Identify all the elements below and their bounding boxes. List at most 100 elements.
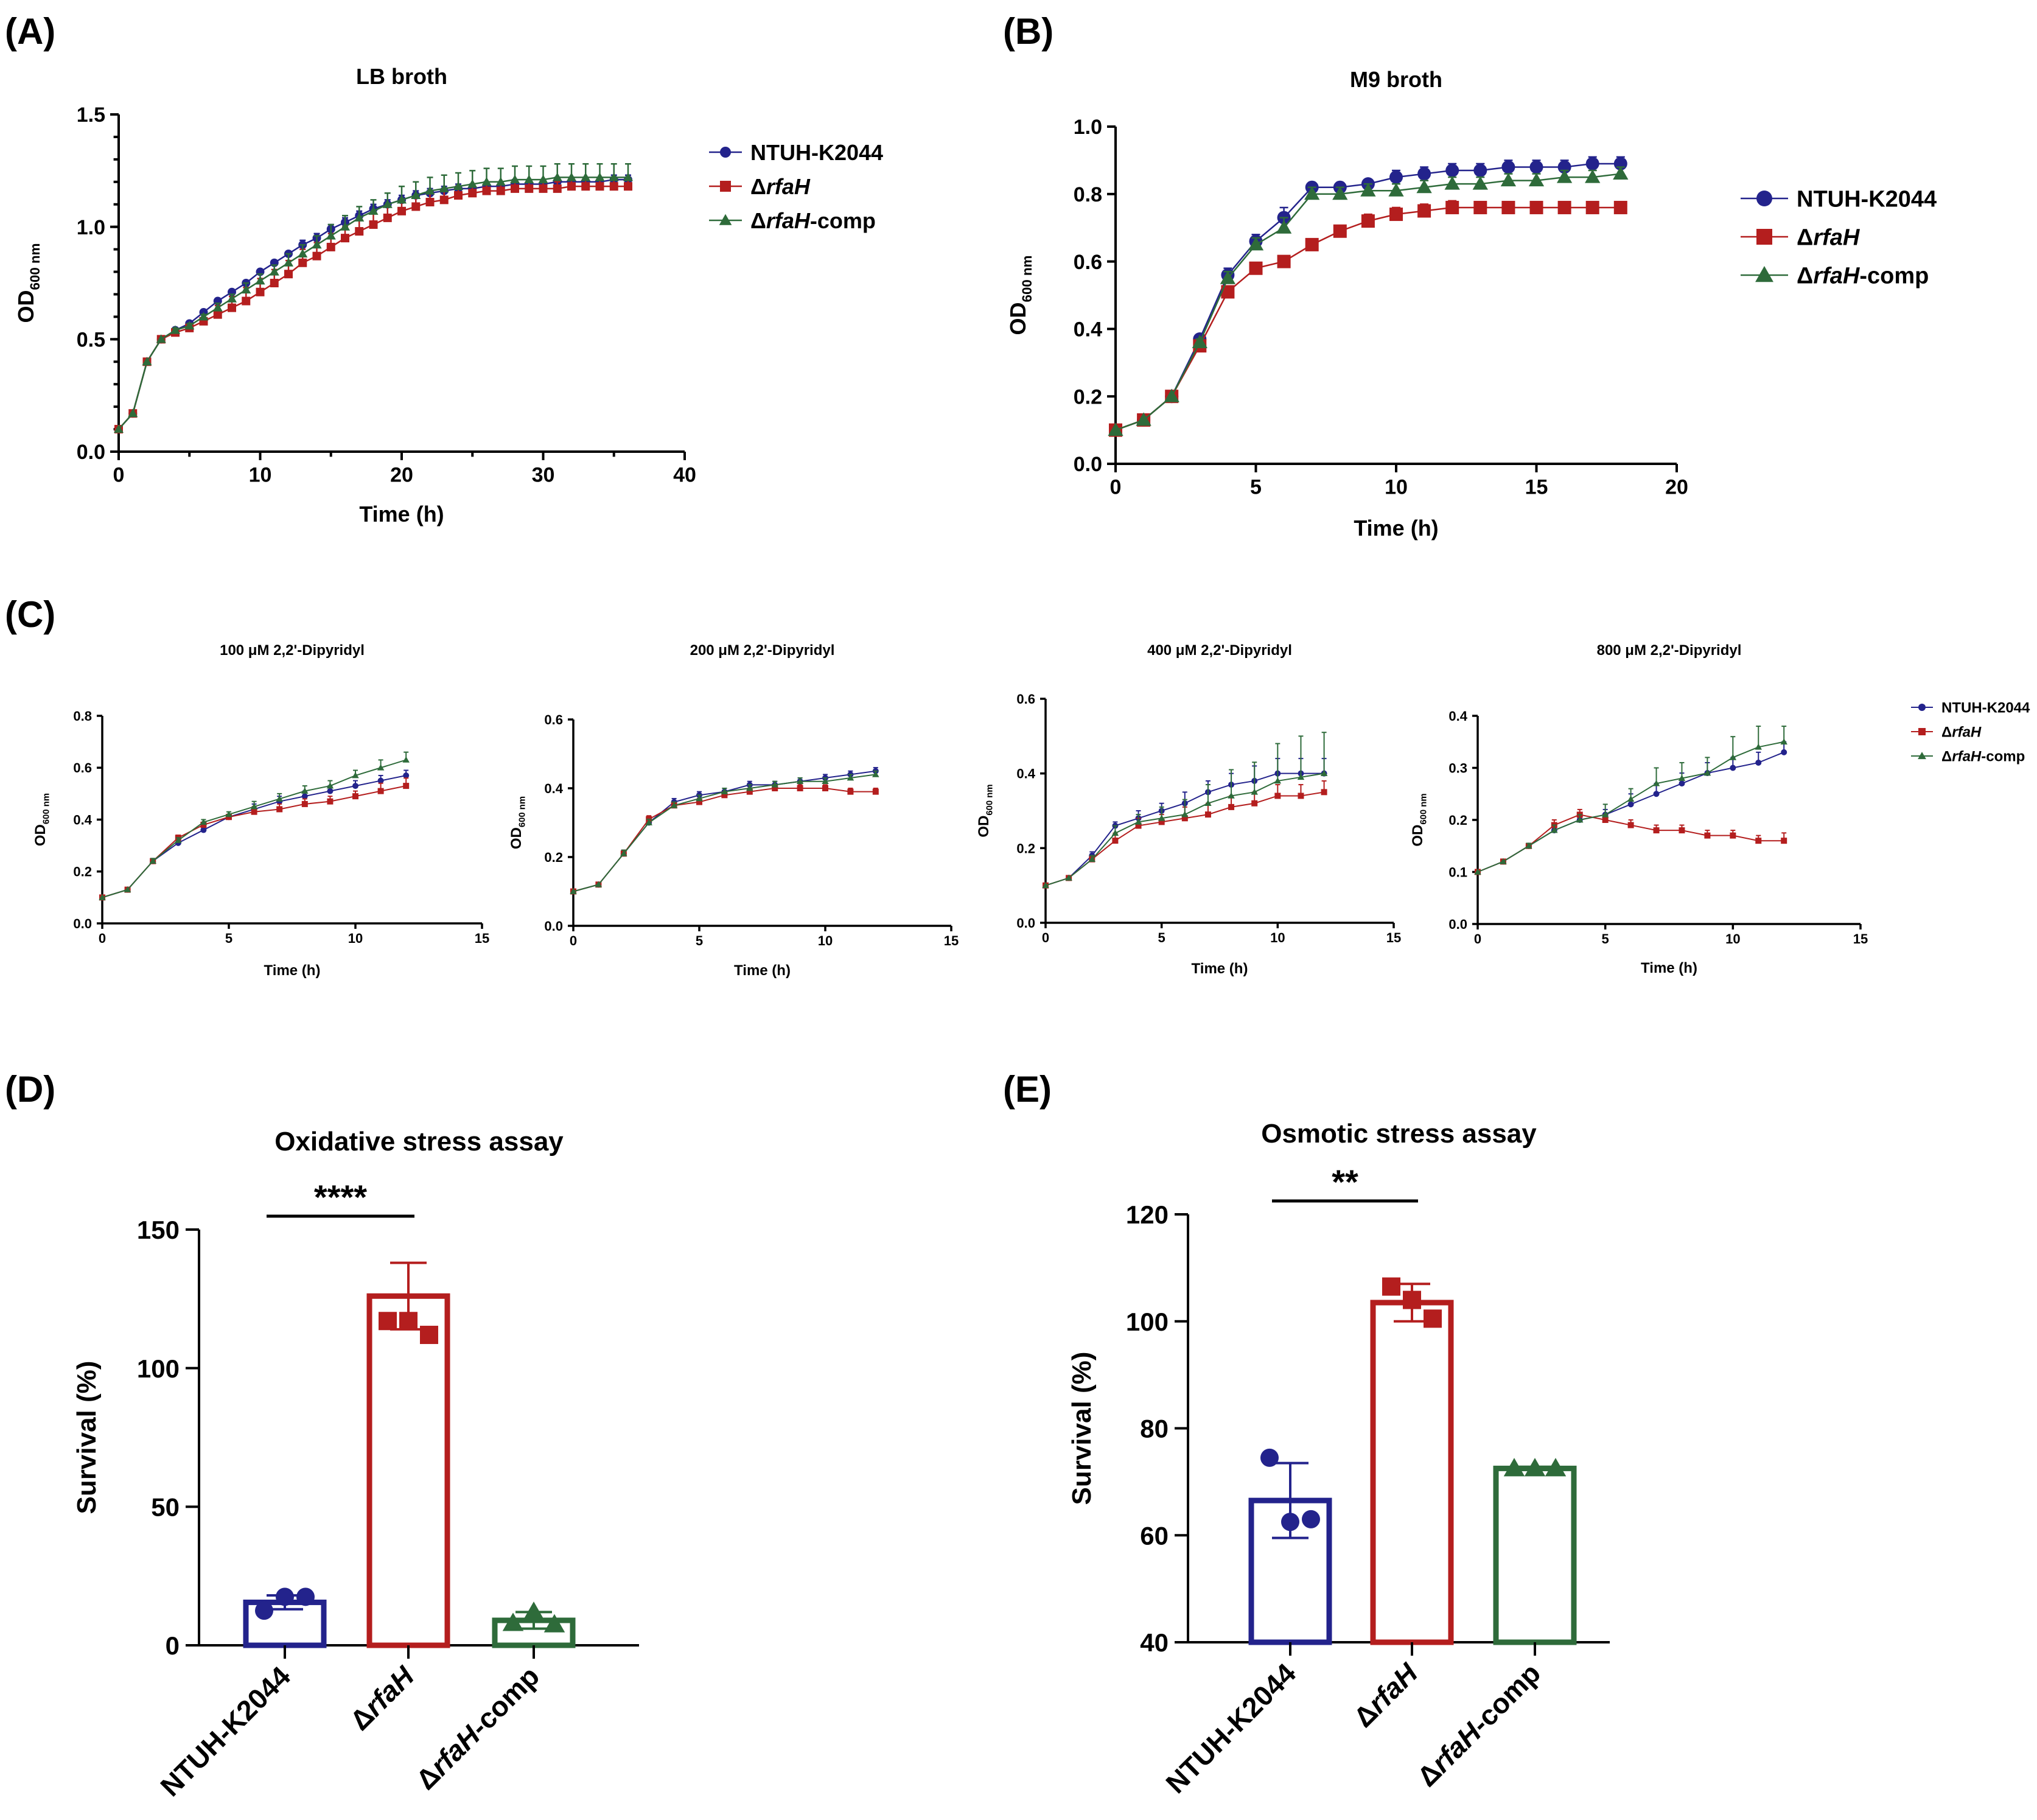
data-point bbox=[1360, 183, 1376, 197]
series-1 bbox=[570, 784, 879, 895]
y-tick-label: 0.4 bbox=[73, 812, 92, 827]
legend-label-2: ΔrfaH-comp bbox=[750, 208, 876, 233]
x-tick-label: 0 bbox=[1042, 930, 1049, 945]
data-point bbox=[411, 190, 421, 199]
series-0 bbox=[1475, 741, 1787, 875]
data-point bbox=[1729, 754, 1737, 760]
x-tick-label: 30 bbox=[532, 464, 555, 487]
y-tick-label: 50 bbox=[151, 1493, 180, 1521]
legend-marker bbox=[720, 181, 731, 192]
panel-label-b: (B) bbox=[1003, 11, 1053, 52]
data-point bbox=[1389, 170, 1403, 184]
data-point bbox=[354, 212, 365, 222]
data-point bbox=[1320, 769, 1328, 776]
category-label: NTUH-K2044 bbox=[154, 1660, 296, 1802]
data-point bbox=[1136, 412, 1151, 426]
data-point bbox=[1445, 164, 1459, 178]
data-point bbox=[1653, 791, 1660, 797]
data-point bbox=[1302, 1510, 1320, 1528]
data-point bbox=[399, 1312, 418, 1331]
chart-dipyridyl-100: 100 μM 2,2'-Dipyridyl 0 5 10 15 0.0 0.2 0.4 0.6 0… bbox=[32, 642, 489, 979]
chart-dipyridyl-800: 800 μM 2,2'-Dipyridyl 0 5 10 15 0.0 0.1 0.2 0.3 0… bbox=[1410, 642, 2030, 976]
data-point bbox=[872, 771, 879, 777]
y-tick-label: 0.2 bbox=[73, 864, 92, 880]
data-point bbox=[250, 803, 258, 810]
bar-group-0: NTUH-K2044 bbox=[154, 1587, 327, 1802]
data-point bbox=[1228, 792, 1235, 799]
data-point bbox=[1042, 881, 1049, 888]
x-tick-label: 5 bbox=[1158, 930, 1165, 945]
y-tick-label: 1.5 bbox=[77, 103, 105, 127]
data-point bbox=[721, 788, 728, 794]
data-point bbox=[1755, 759, 1762, 766]
x-tick-label: 5 bbox=[1602, 931, 1609, 947]
legend-gene: rfaH bbox=[1813, 264, 1861, 289]
series-line bbox=[102, 775, 407, 898]
y-tick-label: 40 bbox=[1140, 1628, 1169, 1657]
legend-delta: Δ bbox=[1797, 264, 1813, 289]
data-point bbox=[1473, 164, 1487, 178]
category-label: ΔrfaH-comp bbox=[1411, 1657, 1546, 1793]
data-point bbox=[213, 310, 222, 319]
bar bbox=[366, 1293, 450, 1648]
x-tick-label: 15 bbox=[1386, 930, 1401, 945]
bar-group-1: ΔrfaH bbox=[344, 1261, 450, 1737]
data-point bbox=[696, 795, 703, 802]
legend-marker bbox=[1756, 229, 1772, 245]
x-tick-label: 10 bbox=[249, 464, 272, 487]
data-point bbox=[1192, 334, 1207, 349]
y-label-sub: 600 nm bbox=[1019, 256, 1035, 303]
panel-label-c: (C) bbox=[5, 594, 55, 635]
legend-label-2: ΔrfaH-comp bbox=[1797, 264, 1929, 289]
legend-label-0: NTUH-K2044 bbox=[1797, 187, 1937, 212]
data-point bbox=[1755, 743, 1763, 750]
x-tick-label: 10 bbox=[818, 933, 833, 948]
y-tick-label: 0.6 bbox=[1074, 251, 1102, 274]
data-point bbox=[1424, 1309, 1442, 1328]
legend-delta: Δ bbox=[750, 174, 766, 199]
data-point bbox=[553, 184, 562, 193]
data-point bbox=[439, 183, 449, 192]
legend-marker bbox=[720, 147, 731, 158]
chart-title: M9 broth bbox=[1350, 67, 1442, 92]
data-point bbox=[721, 792, 728, 799]
series-0 bbox=[1043, 758, 1327, 889]
y-tick-label: 0.0 bbox=[1016, 915, 1035, 931]
y-label-sub: 600 nm bbox=[985, 784, 995, 815]
series-1 bbox=[1475, 808, 1787, 875]
x-tick-label: 0 bbox=[113, 464, 125, 487]
data-point bbox=[570, 887, 577, 894]
data-point bbox=[1228, 803, 1235, 810]
series-0 bbox=[1109, 156, 1627, 437]
x-tick-label: 20 bbox=[390, 464, 413, 487]
legend-gene: rfaH bbox=[1952, 749, 1982, 765]
data-point bbox=[467, 179, 478, 188]
legend-gene: rfaH bbox=[1813, 225, 1861, 251]
data-point bbox=[609, 182, 618, 191]
panel-labels: (A) (B) (C) (D) (E) bbox=[5, 11, 1053, 1110]
data-point bbox=[1501, 160, 1515, 174]
y-tick-label: 0.2 bbox=[544, 850, 563, 865]
data-point bbox=[670, 802, 678, 808]
data-point bbox=[797, 785, 803, 791]
data-point bbox=[847, 774, 854, 781]
data-point bbox=[1304, 186, 1320, 200]
y-tick-label: 0.4 bbox=[1074, 318, 1102, 341]
series-line bbox=[102, 759, 407, 898]
data-point bbox=[355, 227, 364, 236]
data-point bbox=[377, 764, 385, 771]
legend-label-0: NTUH-K2044 bbox=[1941, 700, 2030, 716]
legend-label-1: ΔrfaH bbox=[1941, 724, 1982, 741]
chart-lb-broth: LB broth 0 10 20 30 40 0.0 0.5 1.0 1.5 Time (h) OD6… bbox=[13, 64, 883, 527]
category-label: ΔrfaH bbox=[1347, 1657, 1424, 1734]
series-2 bbox=[99, 751, 410, 900]
y-tick-label: 0.5 bbox=[77, 329, 105, 352]
category-label: ΔrfaH bbox=[344, 1660, 421, 1737]
data-point bbox=[298, 248, 308, 258]
y-axis-label: OD600 nm bbox=[32, 793, 52, 846]
significance-label: ** bbox=[1332, 1163, 1358, 1201]
data-point bbox=[1108, 422, 1123, 436]
data-point bbox=[1627, 822, 1634, 828]
data-point bbox=[225, 811, 232, 817]
